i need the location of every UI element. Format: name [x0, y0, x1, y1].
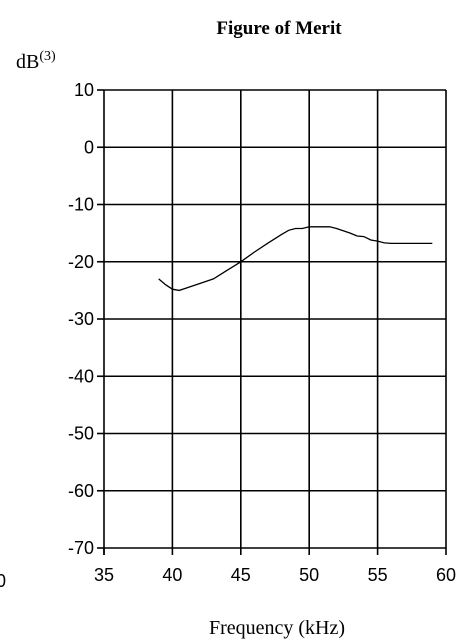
y-tick-label: -30: [68, 309, 94, 329]
y-axis-label-main: dB: [16, 51, 39, 73]
y-tick-label: 10: [74, 80, 94, 100]
series-line-0: [158, 226, 433, 292]
x-axis-label: Frequency (kHz): [209, 617, 345, 639]
axes: [97, 89, 447, 555]
y-tick-label: -50: [68, 424, 94, 444]
y-tick-label: 0: [84, 137, 94, 157]
x-tick-label: 40: [162, 565, 182, 585]
x-tick-label: 60: [436, 565, 456, 585]
x-tick-label: 50: [299, 565, 319, 585]
y-tick-label: -70: [68, 538, 94, 558]
y-axis-label-superscript: (3): [39, 49, 56, 64]
x-tick-label: 35: [94, 565, 114, 585]
y-tick-label: -60: [68, 481, 94, 501]
y-tick-label: -20: [68, 252, 94, 272]
y-tick-label: -10: [68, 195, 94, 215]
clipped-left-tick-label: 0: [0, 571, 6, 591]
x-tick-label: 55: [368, 565, 388, 585]
y-tick-label: -40: [68, 366, 94, 386]
data-series: [158, 226, 433, 292]
y-axis-label: dB(3): [16, 49, 56, 73]
chart-title: Figure of Merit: [216, 18, 342, 39]
grid-lines: [104, 89, 447, 548]
x-tick-label: 45: [231, 565, 251, 585]
